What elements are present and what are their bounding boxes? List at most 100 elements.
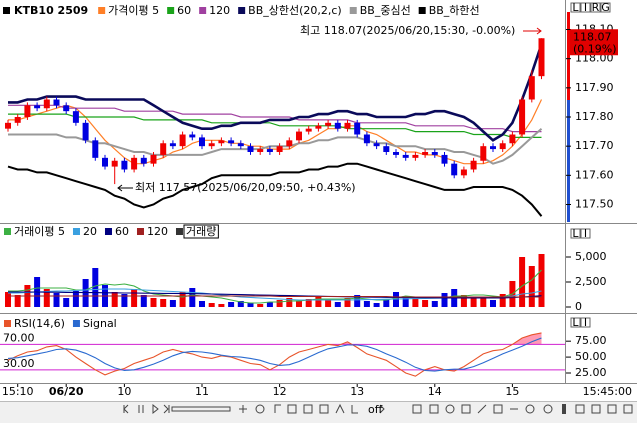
range-bar-down [567,100,570,222]
legend-swatch [136,228,144,235]
volume-bar [402,296,409,307]
legend-swatch [238,7,246,14]
volume-bar [470,297,477,307]
play-button[interactable] [152,403,159,415]
tool-button[interactable] [461,404,471,414]
candle-body [266,149,273,152]
legend-label: 60 [115,225,129,238]
tool-button[interactable] [445,404,455,414]
panel-button[interactable] [580,2,591,13]
tool-button[interactable] [429,404,439,414]
panel-button-label: G [601,1,610,14]
candle-body [179,134,186,147]
x-tick-label: 14 [428,385,442,398]
tool-button[interactable] [477,404,487,414]
legend-swatch [72,228,80,235]
tool-button[interactable] [319,404,329,414]
indicator-line [8,113,542,138]
scroll-slider[interactable] [171,406,231,412]
tool-button[interactable] [287,404,297,414]
y-tick-label: 5,000 [575,250,607,263]
panel-button[interactable] [570,228,581,239]
legend-label: BB_중심선 [360,4,411,17]
legend-swatch [72,320,80,327]
legend-label: BB_하한선 [429,3,480,17]
tool-button[interactable] [562,404,566,414]
tool-button[interactable] [607,404,617,414]
last-price: 118.07 [573,30,612,43]
candle-body [199,137,205,147]
tool-button[interactable] [274,404,281,413]
tool-button[interactable] [493,404,503,414]
tool-button[interactable] [591,404,601,414]
toolbar-off[interactable]: off [368,403,383,416]
candle-body [431,152,438,155]
volume-bar [72,291,79,307]
rsi-line [7,337,542,372]
legend-label: RSI(14,6) [14,317,65,330]
y-tick-label: 2,500 [575,275,607,288]
candle-body [354,122,361,135]
candle-body [121,160,128,170]
candle-body [286,140,293,147]
volume-bar [334,302,341,307]
volume-bar [53,293,60,307]
panel-button[interactable] [580,317,591,328]
panel-button-label: I [584,227,587,240]
tool-button[interactable] [525,404,535,414]
tool-button[interactable] [623,404,633,414]
candle-body [34,105,41,109]
candle-body [305,128,312,132]
candle-body [43,99,50,109]
candle-body [363,134,370,144]
candle-body [499,143,506,150]
candle-body [72,111,79,123]
volume-bar [179,292,186,307]
tool-button[interactable] [379,404,385,414]
tool-button[interactable] [575,404,585,414]
indicator-line [8,43,543,142]
volume-bar [344,298,351,307]
forward-button[interactable] [163,404,170,414]
y-tick-label: 117.50 [575,198,614,211]
toolbar [0,401,637,423]
legend-label: 60 [177,4,191,17]
panel-button[interactable] [570,2,581,13]
panel-button[interactable] [580,228,591,239]
legend-swatch [349,7,357,14]
candle-body [383,146,390,152]
panel-button[interactable] [600,2,611,13]
x-tick-label: 10 [117,385,131,398]
candle-body [296,131,302,141]
panel-button[interactable] [570,317,581,328]
tool-button[interactable] [351,405,358,414]
zoom-button[interactable] [255,404,265,414]
y-tick-label: 75.00 [575,334,607,347]
tool-button[interactable] [412,404,422,414]
volume-bar [499,294,506,307]
tool-button[interactable] [543,404,553,414]
legend-label: Signal [83,317,117,330]
panel-button-label: I [584,316,587,329]
rsi-overbought-fill [340,332,542,345]
rsi-level-label: 30.00 [3,357,35,370]
candle-body [519,99,526,135]
volume-bar [208,303,215,307]
candle-body [53,99,60,106]
rewind-button[interactable] [123,404,129,414]
panel-button[interactable] [590,2,601,13]
zoom-in[interactable] [239,405,247,413]
candle-body [538,38,545,77]
legend-swatch [98,7,106,14]
tool-button[interactable] [335,403,345,414]
pause-button[interactable] [138,405,144,413]
volume-bar [490,300,496,307]
tool-button[interactable] [303,404,313,414]
y-tick-label: 117.80 [575,110,614,123]
y-tick-label: 50.00 [575,350,607,363]
candle-body [140,157,147,164]
volume-bar [228,302,235,307]
candle-body [451,163,458,176]
candle-body [111,160,118,167]
